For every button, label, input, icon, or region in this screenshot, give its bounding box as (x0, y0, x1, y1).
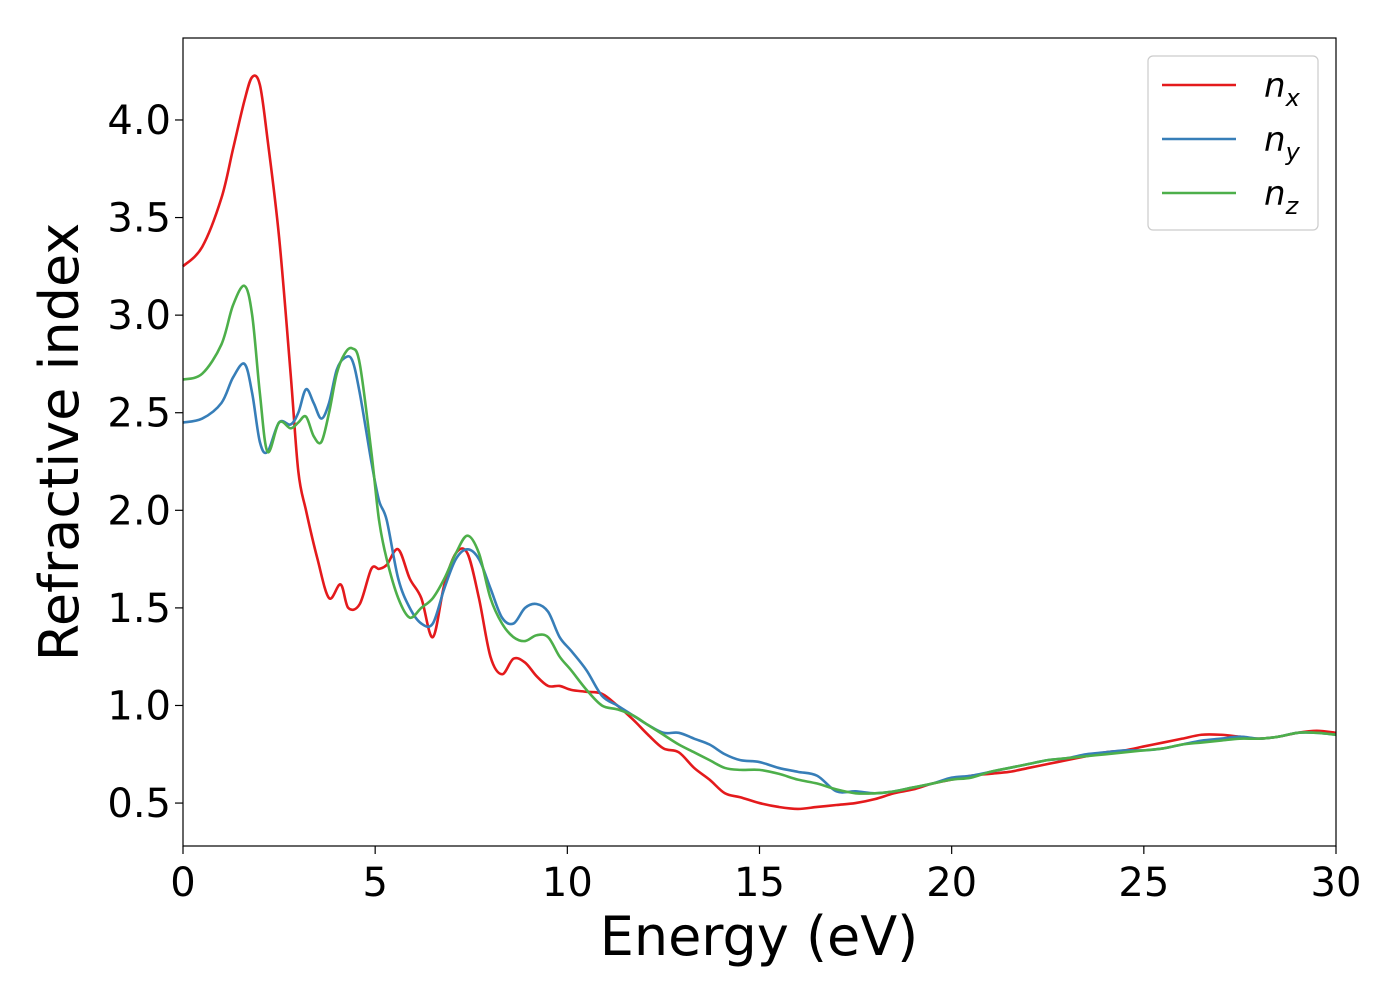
x-tick-label: 10 (542, 860, 593, 906)
series-layer (182, 74, 1337, 811)
y-tick-label: 4.0 (107, 98, 171, 144)
y-axis-title: Refractive index (28, 223, 91, 662)
legend-label-y: ny (1264, 120, 1301, 166)
x-tick-label: 25 (1118, 860, 1169, 906)
x-axis-ticks: 0 5 10 15 20 25 30 (170, 846, 1361, 906)
x-tick-label: 15 (734, 860, 785, 906)
series-line-z (182, 284, 1337, 795)
y-tick-label: 3.0 (107, 293, 171, 339)
y-tick-label: 3.5 (107, 196, 171, 242)
x-tick-label: 30 (1311, 860, 1362, 906)
series-line-y (182, 354, 1337, 795)
legend: nx ny nz (1147, 55, 1319, 231)
y-tick-label: 1.0 (107, 683, 171, 729)
plot-background (183, 38, 1336, 846)
y-tick-label: 0.5 (107, 781, 171, 827)
y-tick-label: 1.5 (107, 586, 171, 632)
x-tick-label: 0 (170, 860, 195, 906)
x-tick-label: 5 (362, 860, 387, 906)
x-tick-label: 20 (926, 860, 977, 906)
legend-box (1147, 55, 1319, 231)
y-tick-label: 2.0 (107, 488, 171, 534)
legend-label-x: nx (1264, 66, 1301, 112)
y-tick-label: 2.5 (107, 391, 171, 437)
y-axis-ticks: 0.5 1.0 1.5 2.0 2.5 3.0 3.5 4.0 (107, 98, 183, 827)
legend-label-z: nz (1264, 174, 1300, 220)
x-axis-title: Energy (eV) (600, 905, 919, 968)
